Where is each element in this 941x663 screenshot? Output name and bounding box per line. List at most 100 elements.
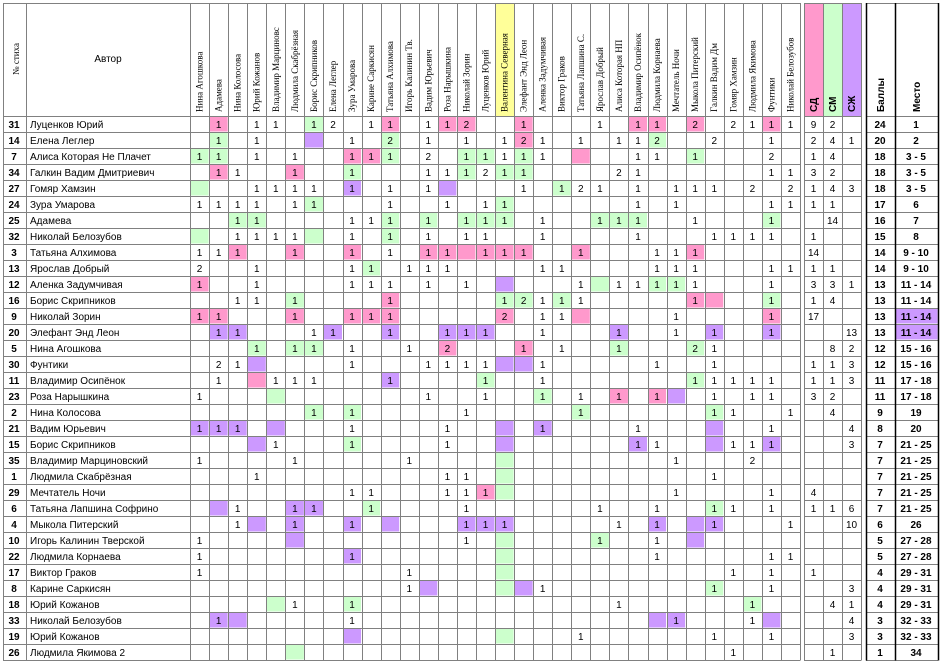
author-name: Борис Скрипников [30, 440, 116, 451]
vote-value: 1 [197, 312, 203, 323]
vote-cell-fill [190, 276, 209, 292]
vote-value: 1 [292, 168, 298, 179]
vote-cell-fill [590, 276, 609, 292]
sj-value: 6 [849, 504, 855, 515]
vote-cell-fill [438, 180, 457, 196]
vote-value: 1 [406, 568, 412, 579]
poem-number: 15 [8, 440, 20, 451]
vote-value: 1 [387, 328, 393, 339]
vote-value: 1 [711, 360, 717, 371]
vote-value: 1 [387, 312, 393, 323]
vote-cell-fill [343, 516, 362, 532]
vote-value: 1 [292, 152, 298, 163]
judge-column-header: Галкин Вадим Дм [709, 43, 719, 112]
vote-value: 1 [254, 280, 260, 291]
vote-value: 2 [464, 120, 470, 131]
vote-value: 1 [464, 408, 470, 419]
vote-cell-fill [628, 212, 647, 228]
vote-value: 1 [368, 152, 374, 163]
sd-value: 3 [811, 168, 817, 179]
judge-column-header: Алиса Которая НП [614, 39, 624, 112]
author-name: Вадим Юрьевич [30, 424, 106, 435]
vote-cell-fill [190, 228, 209, 244]
place-value: 15 - 16 [900, 344, 932, 355]
vote-value: 1 [445, 488, 451, 499]
vote-cell-fill [228, 612, 247, 628]
vote-value: 1 [292, 520, 298, 531]
place-highlight [895, 308, 938, 324]
vote-value: 1 [445, 248, 451, 259]
vote-value: 1 [769, 264, 775, 275]
vote-cell-fill [304, 116, 323, 132]
vote-cell-fill [495, 420, 514, 436]
poem-number: 4 [11, 520, 17, 531]
vote-cell-fill [381, 228, 400, 244]
vote-value: 1 [673, 616, 679, 627]
poem-number: 16 [8, 296, 20, 307]
vote-value: 1 [464, 472, 470, 483]
vote-value: 2 [197, 264, 203, 275]
place-value: 21 - 25 [900, 440, 932, 451]
vote-value: 1 [311, 200, 317, 211]
vote-cell-fill [495, 580, 514, 596]
vote-cell-fill [686, 148, 705, 164]
place-value: 8 [913, 232, 919, 243]
vote-cell-fill [228, 212, 247, 228]
vote-cell-fill [648, 116, 667, 132]
vote-value: 1 [711, 376, 717, 387]
judge-column-header: Татьяна Алхимова [385, 41, 395, 112]
vote-value: 1 [769, 232, 775, 243]
vote-value: 1 [502, 152, 508, 163]
vote-value: 1 [464, 488, 470, 499]
vote-value: 1 [254, 296, 260, 307]
vote-cell-fill [495, 276, 514, 292]
vote-cell-fill [514, 244, 533, 260]
vote-value: 1 [502, 168, 508, 179]
author-name: Элефант Энд Леон [30, 327, 119, 339]
vote-value: 1 [426, 216, 432, 227]
sj-value: 1 [849, 600, 855, 611]
vote-cell-fill [571, 148, 590, 164]
sd-header-fill [804, 3, 823, 116]
vote-cell-fill [495, 452, 514, 468]
vote-cell-fill [686, 340, 705, 356]
vote-value: 1 [445, 168, 451, 179]
vote-value: 1 [540, 312, 546, 323]
vote-cell-fill [686, 372, 705, 388]
vote-value: 1 [235, 520, 241, 531]
score-value: 7 [877, 504, 883, 515]
sd-value: 1 [811, 504, 817, 515]
vote-value: 1 [769, 488, 775, 499]
score-value: 24 [874, 120, 886, 131]
author-name: Нина Колосова [30, 408, 101, 419]
vote-cell-fill [514, 148, 533, 164]
vote-value: 1 [368, 504, 374, 515]
vote-value: 1 [540, 264, 546, 275]
judge-column-header: Мечтатель Ночи [671, 49, 681, 112]
sd-value: 17 [808, 312, 820, 323]
vote-value: 1 [426, 136, 432, 147]
vote-value: 1 [254, 232, 260, 243]
vote-value: 1 [654, 552, 660, 563]
vote-cell-fill [209, 148, 228, 164]
judge-column-header: Владимир Марциновс [271, 27, 281, 112]
vote-value: 1 [559, 312, 565, 323]
vote-value: 1 [387, 248, 393, 259]
vote-cell-fill [667, 612, 686, 628]
vote-value: 1 [445, 120, 451, 131]
sd-value: 14 [808, 248, 820, 259]
vote-cell-fill [419, 244, 438, 260]
vote-value: 1 [616, 328, 622, 339]
sj-value: 3 [849, 360, 855, 371]
vote-value: 1 [692, 184, 698, 195]
vote-value: 1 [654, 360, 660, 371]
vote-cell-fill [495, 292, 514, 308]
sm-value: 1 [830, 648, 836, 659]
sd-value: 1 [811, 360, 817, 371]
vote-value: 1 [483, 392, 489, 403]
author-name: Мечтатель Ночи [30, 488, 106, 499]
vote-cell-fill [381, 116, 400, 132]
vote-value: 1 [711, 632, 717, 643]
vote-cell-fill [209, 324, 228, 340]
